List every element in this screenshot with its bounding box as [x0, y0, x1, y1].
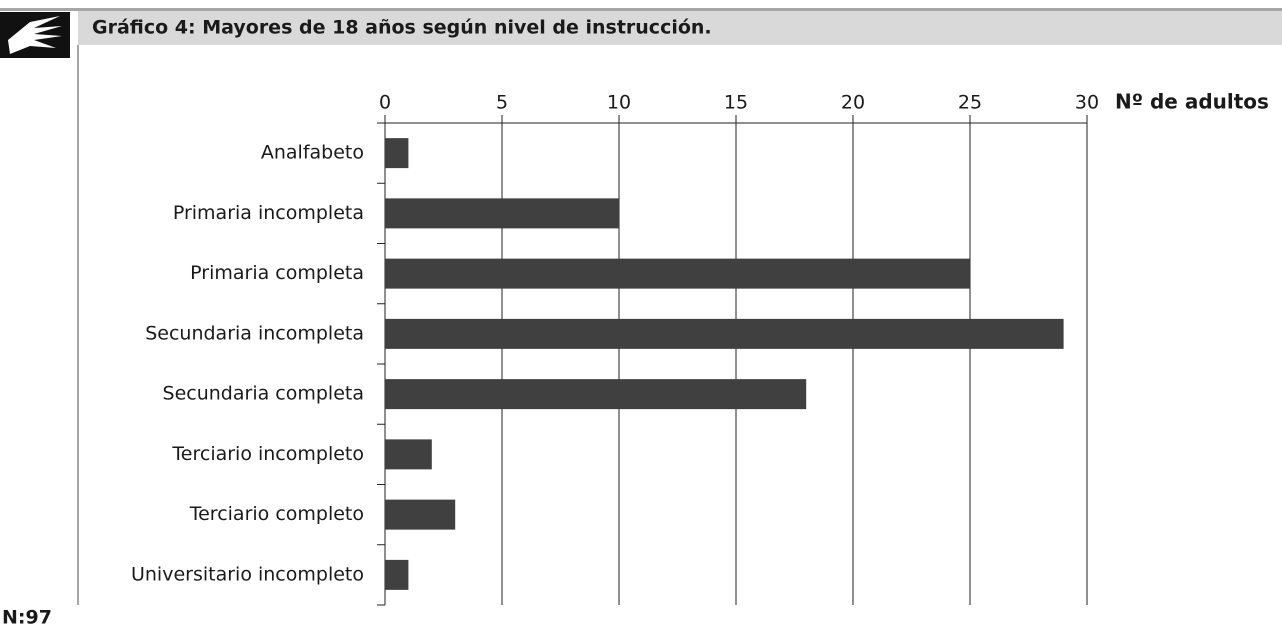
- y-tick-label: Terciario incompleto: [171, 443, 364, 465]
- chart-title: Gráfico 4: Mayores de 18 años según nive…: [92, 17, 712, 39]
- x-tick-label: 5: [496, 92, 508, 114]
- y-tick-label: Secundaria completa: [163, 383, 364, 405]
- y-tick-label: Primaria incompleta: [173, 202, 364, 224]
- bar: [385, 559, 409, 590]
- top-border: [0, 8, 1282, 11]
- x-tick-label: 10: [607, 92, 631, 114]
- sample-size: N:97: [2, 607, 52, 629]
- x-tick-label: 15: [724, 92, 748, 114]
- bar: [385, 198, 619, 229]
- icon: [0, 12, 70, 58]
- x-tick-label: 30: [1075, 92, 1099, 114]
- bar: [385, 258, 970, 289]
- y-tick-label: Analfabeto: [261, 142, 364, 164]
- x-tick-label: 0: [379, 92, 391, 114]
- bar: [385, 439, 432, 470]
- x-axis-label: Nº de adultos: [1115, 90, 1269, 114]
- header-band: [78, 11, 1282, 45]
- bar: [385, 138, 409, 169]
- y-tick-label: Secundaria incompleta: [145, 322, 364, 344]
- x-tick-label: 20: [841, 92, 865, 114]
- y-tick-label: Terciario completo: [189, 503, 364, 525]
- bar: [385, 379, 807, 410]
- left-border: [77, 45, 79, 605]
- bar: [385, 499, 456, 530]
- x-tick-label: 25: [958, 92, 982, 114]
- y-tick-label: Universitario incompleto: [131, 563, 364, 585]
- y-tick-label: Primaria completa: [190, 262, 364, 284]
- bar: [385, 318, 1064, 349]
